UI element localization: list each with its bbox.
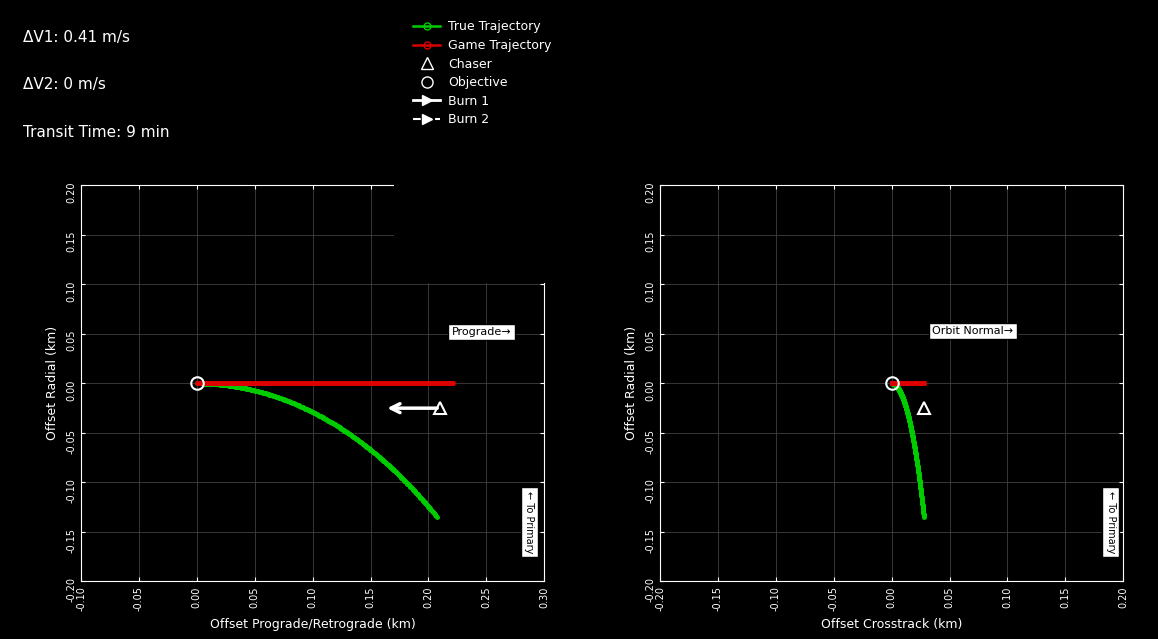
Text: ΔV2: 0 m/s: ΔV2: 0 m/s bbox=[23, 77, 107, 93]
X-axis label: Offset Crosstrack (km): Offset Crosstrack (km) bbox=[821, 619, 962, 631]
Text: ΔV1: 0.41 m/s: ΔV1: 0.41 m/s bbox=[23, 29, 130, 45]
Text: Prograde→: Prograde→ bbox=[452, 327, 511, 337]
X-axis label: Offset Prograde/Retrograde (km): Offset Prograde/Retrograde (km) bbox=[210, 619, 416, 631]
Y-axis label: Offset Radial (km): Offset Radial (km) bbox=[46, 327, 59, 440]
Y-axis label: Offset Radial (km): Offset Radial (km) bbox=[625, 327, 638, 440]
Text: ← To Primary: ← To Primary bbox=[1106, 491, 1115, 553]
Text: ← To Primary: ← To Primary bbox=[525, 491, 534, 553]
Legend: True Trajectory, Game Trajectory, Chaser, Objective, Burn 1, Burn 2: True Trajectory, Game Trajectory, Chaser… bbox=[411, 19, 552, 128]
Text: Transit Time: 9 min: Transit Time: 9 min bbox=[23, 125, 170, 141]
Text: Orbit Normal→: Orbit Normal→ bbox=[932, 326, 1013, 336]
